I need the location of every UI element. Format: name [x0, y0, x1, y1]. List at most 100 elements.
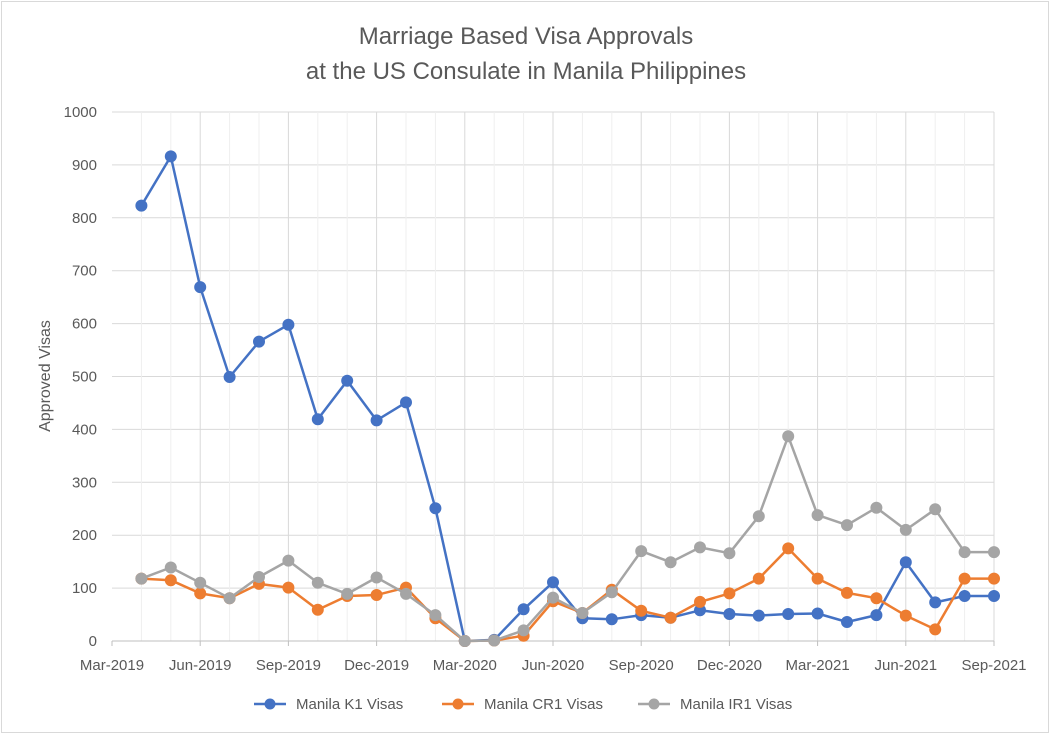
y-tick-label: 800 — [72, 210, 97, 227]
x-tick-label: Dec-2020 — [697, 657, 762, 674]
data-point — [752, 510, 765, 523]
data-point — [782, 430, 795, 443]
data-point — [164, 574, 177, 587]
data-point — [400, 587, 412, 600]
y-axis-ticks: 0 100 200 300 400 500 600 700 800 900 1000 — [64, 104, 97, 650]
legend: Manila K1 Visas Manila CR1 Visas Manila IR… — [254, 696, 792, 713]
data-point — [811, 607, 824, 620]
data-point — [664, 556, 677, 569]
x-tick-label: Sep-2020 — [609, 657, 674, 674]
data-point — [723, 608, 736, 620]
data-point — [547, 591, 559, 604]
data-point — [370, 571, 383, 584]
y-tick-label: 900 — [72, 157, 97, 174]
chart-title-line-1: Marriage Based Visa Approvals — [359, 23, 693, 50]
y-tick-label: 500 — [72, 369, 97, 386]
x-tick-label: Mar-2021 — [785, 657, 849, 674]
data-point — [988, 546, 1000, 559]
data-point — [282, 554, 295, 567]
data-point — [988, 590, 1000, 602]
y-tick-label: 200 — [72, 527, 97, 544]
data-point — [635, 545, 648, 558]
x-tick-label: Jun-2020 — [522, 657, 585, 674]
data-point — [223, 592, 236, 605]
data-point — [752, 609, 765, 622]
x-tick-label: Mar-2020 — [433, 657, 497, 674]
data-point — [341, 374, 354, 387]
data-point — [370, 414, 383, 427]
series-line — [141, 547, 994, 643]
y-tick-label: 300 — [72, 474, 97, 491]
data-point — [458, 635, 471, 647]
data-point — [605, 586, 618, 599]
data-point — [370, 589, 383, 601]
data-point — [958, 546, 971, 559]
data-point — [282, 581, 295, 594]
data-point — [870, 609, 883, 622]
data-point — [899, 609, 912, 622]
legend-label: Manila CR1 Visas — [484, 696, 603, 713]
data-point — [135, 572, 148, 585]
data-point — [841, 616, 853, 628]
data-point — [694, 541, 706, 554]
legend-item-1: Manila K1 Visas — [254, 696, 403, 713]
gridlines — [111, 111, 995, 646]
data-point — [664, 611, 677, 624]
data-point — [605, 613, 618, 626]
y-tick-label: 600 — [72, 316, 97, 333]
data-point — [164, 561, 177, 574]
data-point — [194, 587, 207, 600]
data-point — [811, 509, 824, 522]
x-tick-label: Jun-2019 — [169, 657, 232, 674]
data-point — [929, 596, 942, 609]
y-tick-label: 100 — [72, 580, 97, 597]
data-point — [988, 572, 1000, 585]
data-point — [517, 624, 530, 637]
legend-marker — [452, 698, 464, 710]
legend-marker — [264, 698, 276, 710]
data-point — [253, 571, 265, 583]
data-point — [929, 503, 942, 516]
data-point — [517, 603, 530, 616]
data-point — [135, 199, 148, 212]
y-tick-label: 700 — [72, 263, 97, 280]
legend-marker — [648, 698, 660, 710]
data-point — [311, 413, 324, 426]
series-line — [140, 155, 994, 643]
data-point — [870, 501, 883, 514]
x-tick-label: Sep-2019 — [256, 657, 321, 674]
data-point — [253, 335, 265, 348]
data-point — [899, 523, 912, 536]
data-point — [958, 590, 971, 602]
data-point — [341, 587, 354, 600]
series-1 — [135, 150, 1000, 647]
data-point — [311, 576, 324, 589]
x-tick-label: Sep-2021 — [961, 657, 1026, 674]
data-point — [811, 572, 824, 585]
x-tick-label: Jun-2021 — [875, 657, 938, 674]
data-point — [841, 586, 853, 599]
data-point — [782, 608, 795, 620]
data-point — [488, 634, 501, 647]
data-point — [194, 576, 207, 589]
data-point — [899, 556, 912, 569]
legend-label: Manila K1 Visas — [296, 696, 403, 713]
data-point — [400, 396, 412, 409]
y-tick-label: 400 — [72, 421, 97, 438]
data-point — [870, 592, 883, 605]
chart-title-line-2: at the US Consulate in Manila Philippine… — [306, 58, 746, 85]
y-tick-label: 1000 — [64, 104, 97, 121]
data-point — [164, 150, 177, 163]
x-axis-ticks: Mar-2019 Jun-2019 Sep-2019 Dec-2019 Mar-2020… — [80, 657, 1027, 674]
data-point — [311, 603, 324, 616]
data-point — [723, 587, 736, 600]
data-point — [723, 547, 736, 560]
data-point — [929, 623, 942, 636]
data-point — [282, 318, 295, 331]
legend-item-2: Manila CR1 Visas — [442, 696, 603, 713]
data-point — [752, 572, 765, 585]
x-tick-label: Dec-2019 — [344, 657, 409, 674]
data-point — [782, 542, 795, 555]
